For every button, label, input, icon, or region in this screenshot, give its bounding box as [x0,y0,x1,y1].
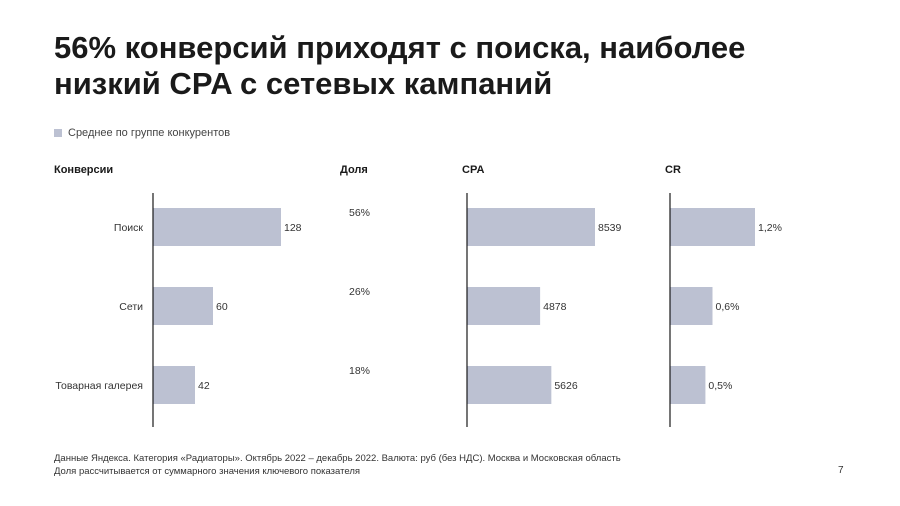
cr-value-label: 0,5% [708,380,732,392]
cr-value-label: 0,6% [716,301,740,313]
cr-bar [670,287,713,325]
conversions-value-label: 42 [198,380,210,392]
cr-value-label: 1,2% [758,222,782,234]
conversions-bar [153,208,281,246]
cpa-value-label: 8539 [598,222,622,234]
cpa-bar [467,287,541,325]
category-label: Товарная галерея [55,380,143,392]
cr-bar [670,366,706,404]
title-line-1: 56% конверсий приходят с поиска, наиболе… [54,30,746,65]
conversions-value-label: 60 [216,301,228,313]
category-label: Сети [119,301,143,313]
share-value-label: 26% [349,286,370,298]
conversions-bar [153,287,213,325]
category-label: Поиск [114,222,144,234]
legend: Среднее по группе конкурентов [54,127,230,139]
cpa-bar [467,366,552,404]
page-title: 56% конверсий приходят с поиска, наиболе… [54,30,854,102]
cpa-value-label: 5626 [554,380,578,392]
conversions-bar [153,366,195,404]
column-header-conversions: Конверсии [54,164,114,176]
footer-note: Доля рассчитывается от суммарного значен… [54,466,361,477]
legend-label: Среднее по группе конкурентов [68,127,231,139]
footer-notes: Данные Яндекса. Категория «Радиаторы». О… [54,452,621,478]
cpa-value-label: 4878 [543,301,567,313]
page-number: 7 [838,465,844,476]
legend-swatch [54,129,62,137]
cpa-bar [467,208,595,246]
column-header-share: Доля [340,164,368,176]
conversions-value-label: 128 [284,222,302,234]
title-line-2: низкий CPA с сетевых кампаний [54,66,553,101]
cr-bar [670,208,755,246]
footer-source: Данные Яндекса. Категория «Радиаторы». О… [54,453,621,464]
column-header-cpa: CPA [462,164,485,176]
share-value-label: 18% [349,365,370,377]
share-value-label: 56% [349,207,370,219]
column-header-cr: CR [665,164,681,176]
